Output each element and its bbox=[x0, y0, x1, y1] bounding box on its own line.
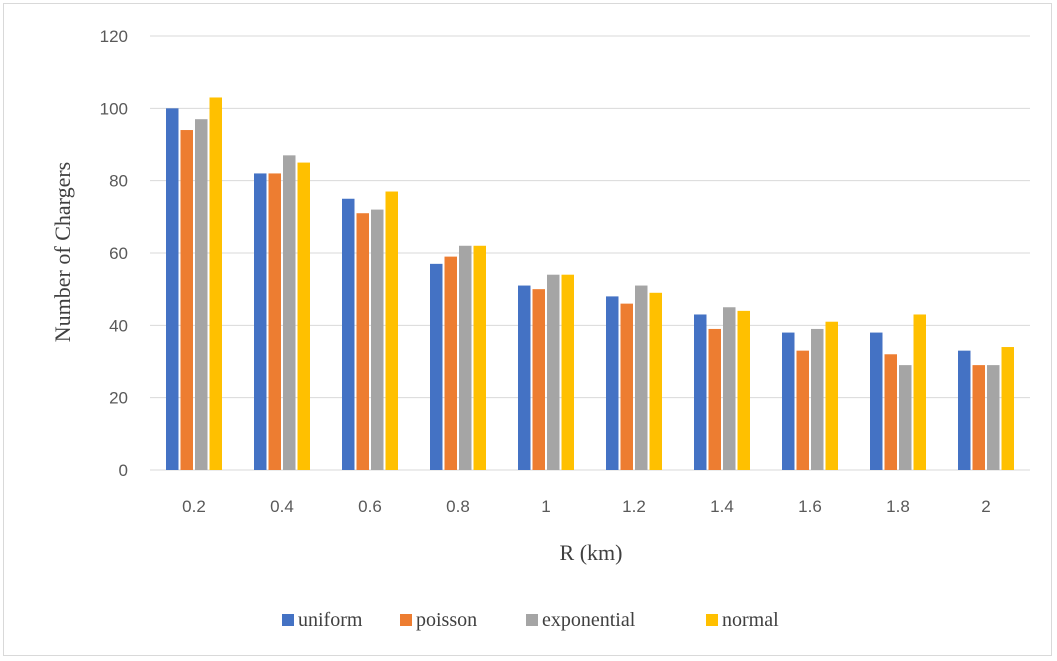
bar-uniform-1.8 bbox=[870, 332, 883, 470]
x-tick-label: 1.8 bbox=[886, 497, 910, 516]
x-tick-label: 1 bbox=[541, 497, 550, 516]
legend-swatch-poisson bbox=[400, 614, 412, 626]
bar-exponential-2 bbox=[987, 365, 1000, 470]
bar-exponential-1.8 bbox=[899, 365, 912, 470]
y-tick-label: 120 bbox=[100, 27, 128, 46]
bar-normal-0.2 bbox=[209, 97, 222, 470]
legend-label-exponential: exponential bbox=[542, 609, 636, 631]
bar-normal-0.8 bbox=[473, 245, 486, 470]
bar-exponential-1.6 bbox=[811, 328, 824, 470]
bar-exponential-0.6 bbox=[371, 209, 384, 470]
bar-normal-1.4 bbox=[737, 310, 750, 470]
bar-exponential-0.4 bbox=[283, 155, 296, 470]
legend-label-uniform: uniform bbox=[298, 609, 363, 631]
bar-uniform-0.8 bbox=[430, 263, 443, 470]
y-tick-label: 0 bbox=[119, 461, 128, 480]
y-tick-label: 80 bbox=[109, 172, 128, 191]
bar-uniform-0.2 bbox=[166, 108, 179, 470]
x-tick-label: 1.4 bbox=[710, 497, 734, 516]
bar-normal-1.2 bbox=[649, 292, 662, 470]
x-tick-label: 0.4 bbox=[270, 497, 294, 516]
legend-swatch-exponential bbox=[526, 614, 538, 626]
x-tick-label: 0.2 bbox=[182, 497, 206, 516]
bar-poisson-0.8 bbox=[444, 256, 457, 470]
bar-normal-0.4 bbox=[297, 162, 310, 471]
y-tick-label: 60 bbox=[109, 244, 128, 263]
x-tick-label: 0.8 bbox=[446, 497, 470, 516]
x-tick-label: 0.6 bbox=[358, 497, 382, 516]
bar-normal-1.6 bbox=[825, 321, 838, 470]
y-tick-label: 20 bbox=[109, 389, 128, 408]
bar-normal-0.6 bbox=[385, 191, 398, 470]
x-tick-label: 2 bbox=[981, 497, 990, 516]
bar-exponential-0.8 bbox=[459, 245, 472, 470]
legend: uniform poisson exponential normal bbox=[282, 609, 779, 631]
bar-poisson-2 bbox=[972, 365, 985, 470]
y-tick-label: 40 bbox=[109, 316, 128, 335]
bar-uniform-1 bbox=[518, 285, 531, 470]
bar-poisson-1 bbox=[532, 289, 545, 470]
bar-uniform-1.2 bbox=[606, 296, 619, 470]
x-axis-tick-labels: 0.2 0.4 0.6 0.8 1 1.2 1.4 1.6 1.8 2 bbox=[182, 497, 991, 516]
bar-uniform-1.6 bbox=[782, 332, 795, 470]
bar-exponential-1 bbox=[547, 274, 560, 470]
bar-uniform-2 bbox=[958, 350, 971, 470]
bar-poisson-0.2 bbox=[180, 130, 193, 471]
bar-normal-2 bbox=[1001, 347, 1014, 470]
bars bbox=[166, 97, 1014, 471]
y-axis-title: Number of Chargers bbox=[50, 162, 75, 342]
bar-normal-1 bbox=[561, 274, 574, 470]
x-axis-title: R (km) bbox=[560, 540, 623, 565]
y-axis-tick-labels: 0 20 40 60 80 100 120 bbox=[100, 27, 128, 480]
y-tick-label: 100 bbox=[100, 99, 128, 118]
bar-uniform-0.6 bbox=[342, 198, 355, 470]
bar-poisson-0.6 bbox=[356, 213, 369, 470]
x-tick-label: 1.2 bbox=[622, 497, 646, 516]
bar-poisson-1.6 bbox=[796, 350, 809, 470]
gridlines bbox=[150, 35, 1030, 471]
legend-label-normal: normal bbox=[722, 609, 779, 631]
bar-uniform-0.4 bbox=[254, 173, 267, 470]
legend-swatch-uniform bbox=[282, 614, 294, 626]
bar-poisson-1.2 bbox=[620, 303, 633, 470]
bar-normal-1.8 bbox=[913, 314, 926, 470]
bar-exponential-0.2 bbox=[195, 119, 208, 470]
bar-poisson-0.4 bbox=[268, 173, 281, 470]
bar-uniform-1.4 bbox=[694, 314, 707, 470]
bar-poisson-1.8 bbox=[884, 354, 897, 470]
legend-label-poisson: poisson bbox=[416, 609, 477, 631]
bar-exponential-1.4 bbox=[723, 307, 736, 470]
bar-poisson-1.4 bbox=[708, 328, 721, 470]
legend-swatch-normal bbox=[706, 614, 718, 626]
bar-exponential-1.2 bbox=[635, 285, 648, 470]
x-tick-label: 1.6 bbox=[798, 497, 822, 516]
